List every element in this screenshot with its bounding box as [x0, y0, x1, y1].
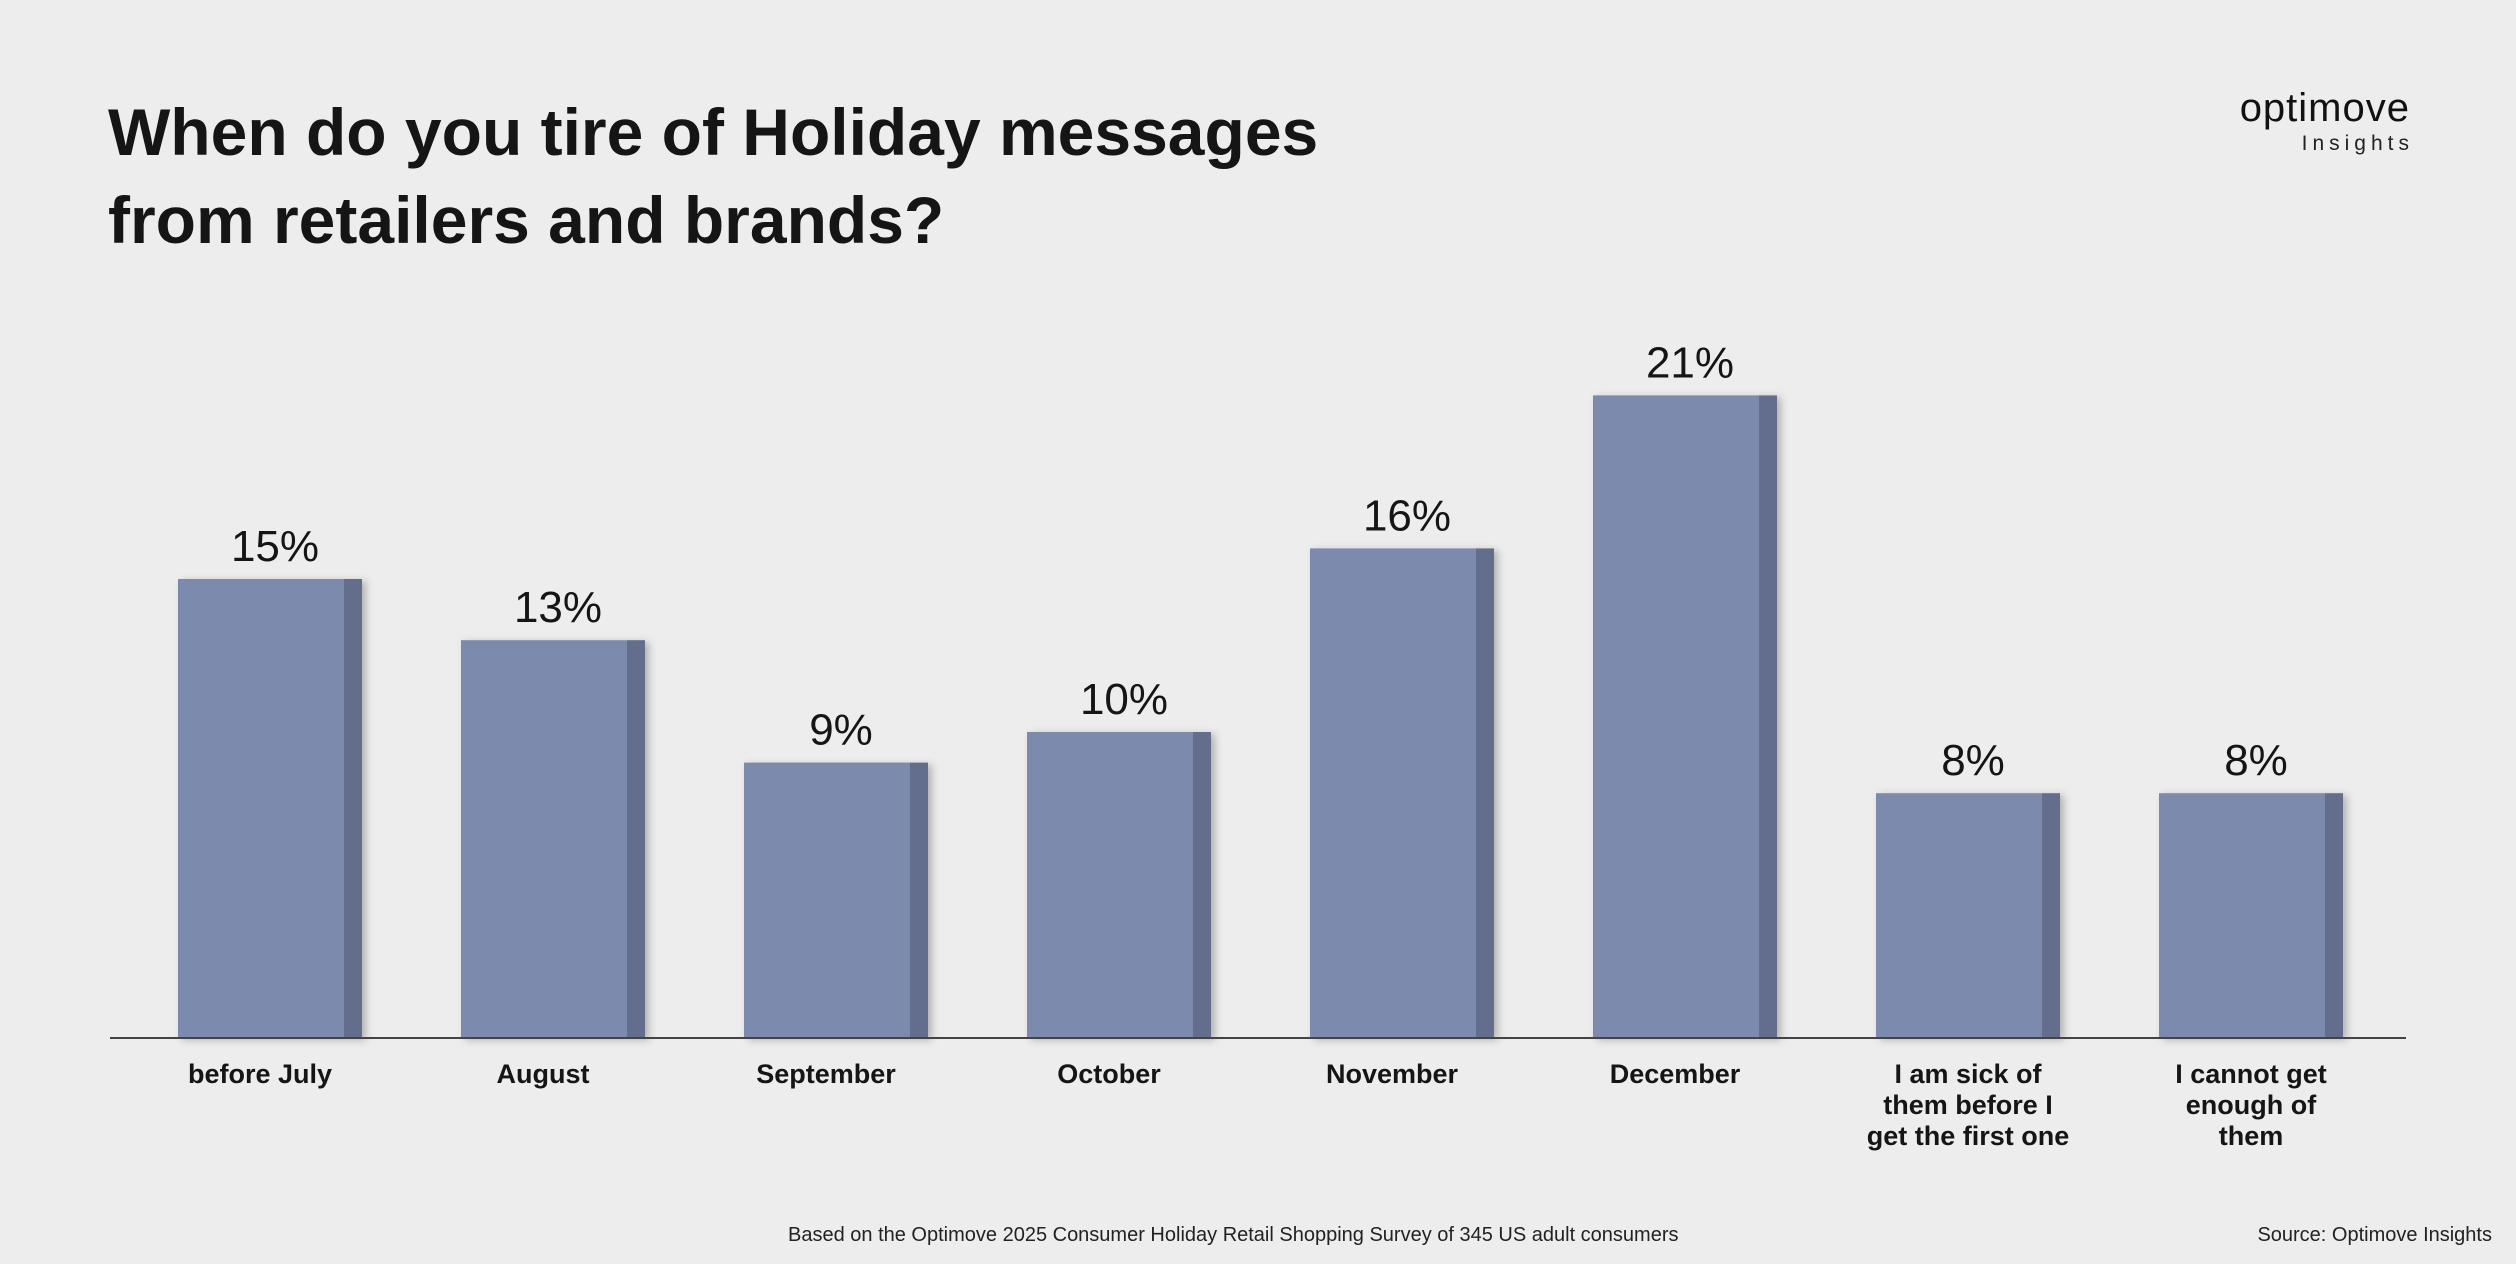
category-label-line: them before I	[1883, 1090, 2053, 1120]
source-note: Source: Optimove Insights	[2257, 1224, 2492, 1246]
bar	[461, 640, 627, 1038]
logo-name: optimove	[2239, 86, 2410, 130]
bar	[1593, 395, 1759, 1038]
category-label: August	[497, 1059, 590, 1089]
bar-group	[461, 640, 645, 1038]
category-label: October	[1057, 1059, 1161, 1089]
optimove-logo: optimove Insights	[2240, 86, 2410, 156]
category-label-line: I cannot get	[2175, 1059, 2327, 1089]
bar-group	[178, 579, 362, 1038]
category-label: I cannot get enough of them	[2175, 1059, 2327, 1151]
bar-side	[2042, 793, 2060, 1038]
bar-group	[1027, 732, 1211, 1038]
bar-group	[1310, 548, 1494, 1038]
bar-side	[910, 762, 928, 1038]
category-label-line: I am sick of	[1894, 1059, 2042, 1089]
bar	[178, 579, 344, 1038]
bar	[2159, 793, 2325, 1038]
bar	[744, 762, 910, 1038]
bar-side	[2325, 793, 2343, 1038]
bar-group	[1876, 793, 2060, 1038]
bar-value-label: 15%	[231, 522, 319, 571]
bar	[1027, 732, 1193, 1038]
survey-footnote: Based on the Optimove 2025 Consumer Holi…	[788, 1224, 1679, 1246]
bar-group	[1593, 395, 1777, 1038]
category-label-line: before July	[188, 1059, 332, 1089]
category-label-line: December	[1610, 1059, 1741, 1089]
bar-group	[2159, 793, 2343, 1038]
bars-layer	[178, 395, 2343, 1038]
chart-title-line-2: from retailers and brands?	[108, 183, 945, 257]
category-label-line: November	[1326, 1059, 1459, 1089]
category-label-line: them	[2219, 1121, 2284, 1151]
bar-value-label: 21%	[1646, 338, 1734, 387]
bar-side	[627, 640, 645, 1038]
category-label-line: September	[756, 1059, 896, 1089]
chart-title-line-1: When do you tire of Holiday messages	[108, 95, 1319, 169]
bar-value-label: 9%	[809, 706, 873, 755]
bar	[1310, 548, 1476, 1038]
category-label-line: enough of	[2186, 1090, 2317, 1120]
category-label: December	[1610, 1059, 1741, 1089]
logo-sub: Insights	[2301, 132, 2414, 155]
category-label: November	[1326, 1059, 1459, 1089]
category-label-line: October	[1057, 1059, 1161, 1089]
bar-side	[344, 579, 362, 1038]
bar-value-label: 8%	[1941, 736, 2005, 785]
bar-side	[1759, 395, 1777, 1038]
bar-group	[744, 762, 928, 1038]
labels-layer: 15% before July 13% August 9% September 10% Oct…	[188, 338, 2327, 1151]
chart-title: When do you tire of Holiday messages fro…	[108, 88, 1608, 264]
bar-value-label: 8%	[2224, 736, 2288, 785]
category-label: before July	[188, 1059, 332, 1089]
bar-value-label: 10%	[1080, 675, 1168, 724]
bar-side	[1476, 548, 1494, 1038]
bar	[1876, 793, 2042, 1038]
bar-value-label: 16%	[1363, 491, 1451, 540]
category-label: September	[756, 1059, 896, 1089]
bar-value-label: 13%	[514, 583, 602, 632]
category-label-line: get the first one	[1867, 1121, 2070, 1151]
category-label-line: August	[497, 1059, 590, 1089]
bar-side	[1193, 732, 1211, 1038]
